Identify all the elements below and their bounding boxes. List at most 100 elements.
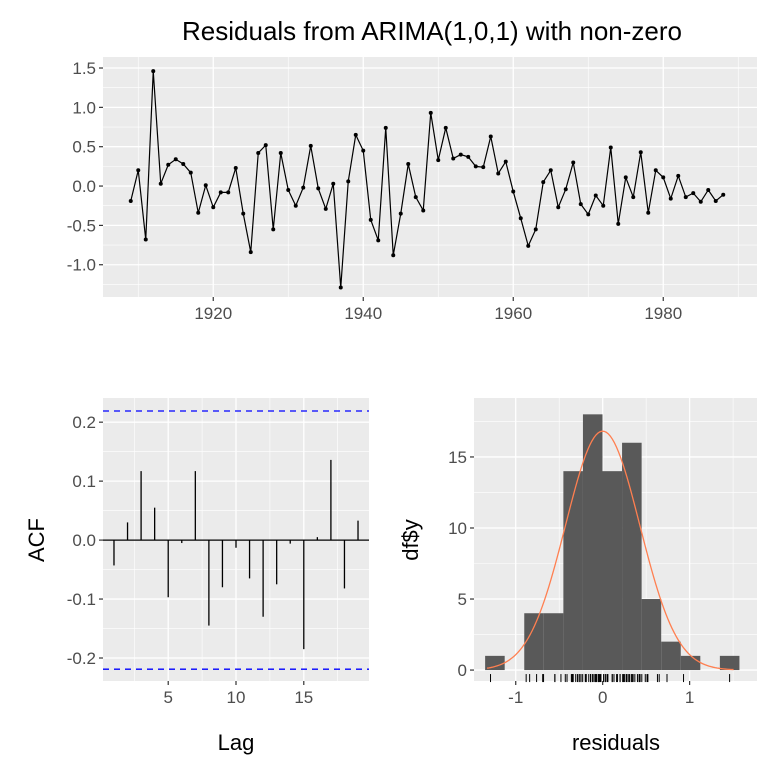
- residual-point: [503, 159, 508, 164]
- acf-x-tick-label: 5: [163, 688, 172, 707]
- hist-x-tick-label: 0: [598, 688, 607, 707]
- hist-y-tick-label: 15: [448, 448, 467, 467]
- residuals-time-series-panel: 1920 1940 1960 1980 -1.0 -0.5 0.0 0.5 1.0 1.5: [67, 57, 757, 323]
- histogram-bar: [563, 471, 583, 671]
- residual-point: [248, 250, 253, 255]
- residual-point: [166, 162, 171, 167]
- residual-point: [623, 175, 628, 180]
- histogram-bar: [719, 655, 740, 671]
- residual-point: [683, 195, 688, 200]
- ts-x-tick-label: 1980: [644, 304, 682, 323]
- residual-point: [533, 227, 538, 232]
- residual-point: [293, 203, 298, 208]
- residual-point: [376, 238, 381, 243]
- residual-point: [196, 210, 201, 215]
- residual-point: [541, 180, 546, 185]
- residual-point: [278, 151, 283, 155]
- ts-x-tick-label: 1960: [494, 304, 532, 323]
- acf-y-axis-title: ACF: [24, 518, 49, 562]
- residual-point: [203, 183, 208, 188]
- hist-x-tick-label: 1: [685, 688, 694, 707]
- acf-y-tick-label: 0.0: [72, 531, 96, 550]
- hist-y-tick-label: 5: [458, 590, 467, 609]
- residual-point: [578, 202, 583, 207]
- histogram-bar: [602, 471, 623, 671]
- residual-point: [406, 162, 411, 167]
- histogram-y-axis-title: df$y: [398, 519, 423, 561]
- residual-point: [398, 211, 403, 216]
- acf-y-tick-label: -0.2: [67, 649, 96, 668]
- residual-point: [181, 162, 186, 167]
- residual-point: [128, 199, 133, 203]
- ts-y-tick-label: 1.0: [72, 98, 96, 117]
- residual-point: [638, 150, 643, 155]
- acf-x-axis-title: Lag: [218, 730, 255, 755]
- residual-point: [488, 134, 493, 139]
- residual-point: [158, 181, 163, 186]
- residual-point: [653, 168, 658, 173]
- residual-point: [151, 69, 156, 74]
- residual-point: [316, 186, 321, 191]
- residual-point: [481, 165, 486, 170]
- histogram-x-axis-title: residuals: [572, 730, 660, 755]
- residual-point: [361, 148, 366, 153]
- residual-point: [271, 227, 276, 232]
- hist-x-tick-label: -1: [508, 688, 523, 707]
- residual-point: [451, 156, 456, 161]
- residual-point: [218, 190, 223, 195]
- residual-point: [391, 253, 396, 258]
- residual-point: [556, 205, 561, 210]
- acf-panel: 5 10 15 -0.2 -0.1 0.0 0.1 0.2: [67, 398, 369, 707]
- residual-point: [136, 168, 141, 173]
- residual-point: [241, 211, 246, 216]
- residual-point: [646, 210, 651, 215]
- histogram-bar: [661, 641, 681, 671]
- residual-point: [676, 173, 681, 178]
- residual-point: [601, 203, 606, 208]
- normal-density-curve: [486, 430, 734, 671]
- residual-point: [346, 179, 351, 184]
- residual-point: [608, 145, 613, 150]
- acf-x-tick-label: 15: [294, 688, 313, 707]
- acf-y-tick-label: 0.2: [72, 413, 96, 432]
- residual-point: [143, 237, 148, 242]
- residual-point: [668, 196, 673, 201]
- ts-y-tick-label: 0.5: [72, 138, 96, 157]
- residual-point: [331, 181, 336, 186]
- residual-point: [368, 217, 373, 222]
- residual-point: [443, 125, 448, 130]
- ts-y-tick-label: 0.0: [72, 177, 96, 196]
- residual-point: [173, 157, 178, 162]
- ts-x-tick-label: 1940: [344, 304, 382, 323]
- residual-point: [661, 175, 666, 180]
- ts-y-tick-label: -0.5: [67, 216, 96, 235]
- residual-point: [233, 165, 238, 170]
- chart-title: Residuals from ARIMA(1,0,1) with non-zer…: [182, 16, 682, 46]
- residual-point: [211, 205, 216, 210]
- hist-y-tick-label: 0: [458, 661, 467, 680]
- histogram-bar: [543, 613, 564, 671]
- residual-point: [286, 187, 291, 192]
- residual-point: [511, 189, 516, 194]
- residual-point: [308, 143, 313, 148]
- residual-point: [458, 152, 463, 157]
- residual-point: [421, 208, 426, 213]
- residual-point: [473, 164, 478, 169]
- acf-y-tick-label: 0.1: [72, 472, 96, 491]
- ts-x-tick-label: 1920: [194, 304, 232, 323]
- residual-point: [226, 190, 231, 195]
- residual-point: [301, 185, 306, 190]
- residual-point: [721, 192, 726, 197]
- histogram-bar: [485, 655, 505, 671]
- ts-y-tick-label: 1.5: [72, 59, 96, 78]
- residual-point: [466, 154, 471, 159]
- ts-y-tick-label: -1.0: [67, 256, 96, 275]
- acf-y-tick-label: -0.1: [67, 590, 96, 609]
- histogram-bar: [680, 655, 701, 671]
- residual-point: [691, 191, 696, 196]
- residual-point: [188, 170, 193, 175]
- residual-point: [548, 168, 553, 173]
- residual-point: [616, 221, 621, 226]
- residual-point: [323, 206, 328, 211]
- hist-y-tick-label: 10: [448, 519, 467, 538]
